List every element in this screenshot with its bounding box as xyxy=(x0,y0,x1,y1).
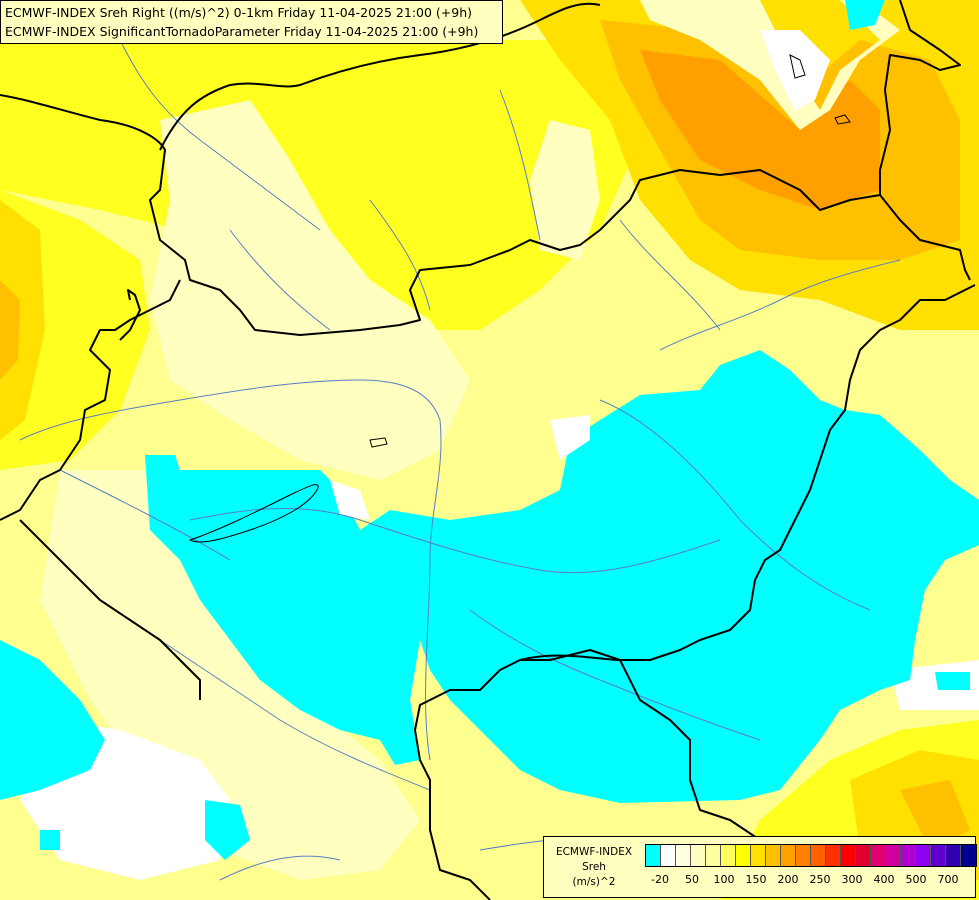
title-line-stp: ECMWF-INDEX SignificantTornadoParameter … xyxy=(5,24,479,39)
legend-swatch-19 xyxy=(931,845,946,866)
color-legend: ECMWF-INDEX Sreh (m/s)^2 -20 50 100 150 200 2… xyxy=(543,836,977,898)
legend-tick-label: 100 xyxy=(713,873,735,886)
white-field-center xyxy=(330,480,370,520)
legend-swatch-18 xyxy=(916,845,931,866)
pale-field-central xyxy=(150,100,470,480)
legend-tick-label: 500 xyxy=(905,873,927,886)
rivers xyxy=(19,39,901,881)
cyan-spot-south xyxy=(205,800,250,860)
legend-title-source: ECMWF-INDEX xyxy=(555,846,633,858)
legend-tick-label: 200 xyxy=(777,873,799,886)
legend-swatch-3 xyxy=(691,845,706,866)
legend-tick-label: 150 xyxy=(745,873,767,886)
legend-swatch-14 xyxy=(856,845,871,866)
legend-swatch-6 xyxy=(736,845,751,866)
cyan-spot-east xyxy=(935,672,970,690)
legend-tick-label: 400 xyxy=(873,873,895,886)
legend-swatch-2 xyxy=(676,845,691,866)
legend-swatch-8 xyxy=(766,845,781,866)
legend-swatch-20 xyxy=(946,845,961,866)
cyan-region-main xyxy=(145,350,979,803)
legend-ticks: -20 50 100 150 200 250 300 400 500 700 xyxy=(645,873,965,889)
orange-field-southeast xyxy=(900,780,970,850)
legend-swatch-13 xyxy=(841,845,856,866)
legend-swatch-9 xyxy=(781,845,796,866)
cyan-spot-north xyxy=(845,0,885,30)
cyan-region-west xyxy=(0,640,105,800)
legend-tick-label: 700 xyxy=(937,873,959,886)
pale-field-north-center xyxy=(640,0,900,130)
legend-title-unit: (m/s)^2 xyxy=(572,876,616,888)
legend-swatches xyxy=(645,844,977,867)
legend-swatch-21 xyxy=(961,845,976,866)
yellow-field-north xyxy=(0,40,640,330)
legend-title-variable: Sreh xyxy=(582,861,606,873)
orange-field-west xyxy=(0,280,20,380)
legend-swatch-1 xyxy=(661,845,676,866)
pale-field-northcentral xyxy=(530,120,600,260)
gold-field-west xyxy=(0,200,45,440)
legend-swatch-7 xyxy=(751,845,766,866)
legend-tick-label: 250 xyxy=(809,873,831,886)
legend-swatch-12 xyxy=(826,845,841,866)
white-field-east-center xyxy=(550,415,590,460)
title-line-sreh: ECMWF-INDEX Sreh Right ((m/s)^2) 0-1km F… xyxy=(5,5,473,20)
legend-swatch-17 xyxy=(901,845,916,866)
legend-swatch-0 xyxy=(646,845,661,866)
legend-tick-label: 50 xyxy=(685,873,699,886)
cyan-spot-southwest xyxy=(40,830,60,850)
map-title-box: ECMWF-INDEX Sreh Right ((m/s)^2) 0-1km F… xyxy=(0,0,503,44)
legend-title: ECMWF-INDEX Sreh (m/s)^2 xyxy=(548,845,640,890)
pale-field-southwest xyxy=(40,470,420,880)
legend-swatch-4 xyxy=(706,845,721,866)
dark-orange-field-northeast xyxy=(640,50,880,210)
legend-swatch-5 xyxy=(721,845,736,866)
legend-swatch-11 xyxy=(811,845,826,866)
legend-swatch-16 xyxy=(886,845,901,866)
legend-tick-label: -20 xyxy=(651,873,669,886)
legend-swatch-15 xyxy=(871,845,886,866)
legend-tick-label: 300 xyxy=(841,873,863,886)
legend-swatch-10 xyxy=(796,845,811,866)
white-field-north xyxy=(760,30,830,110)
lake-outlines xyxy=(188,54,851,543)
